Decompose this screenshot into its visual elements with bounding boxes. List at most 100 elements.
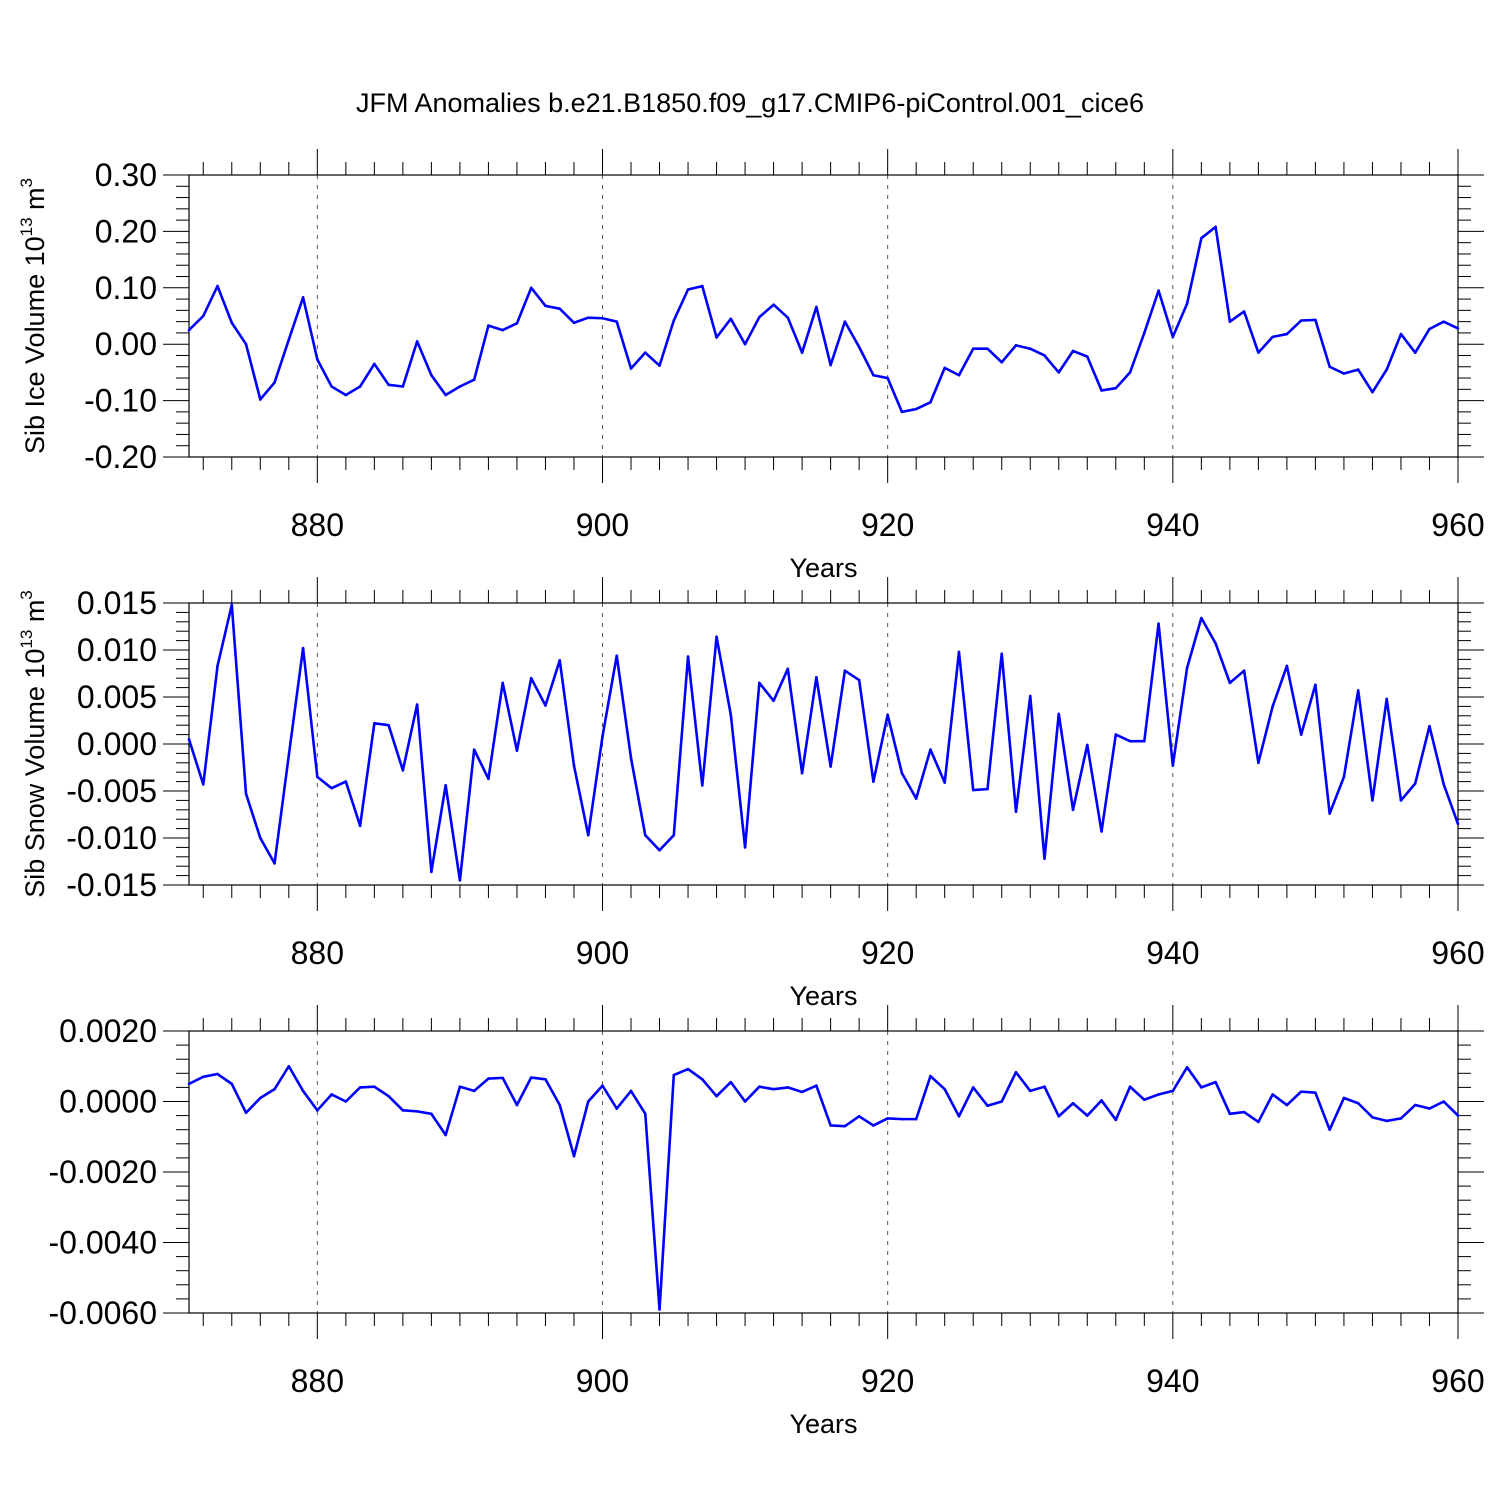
data-point (1299, 319, 1303, 322)
data-point (515, 749, 519, 752)
data-point (1399, 799, 1403, 802)
data-point (1228, 320, 1232, 323)
data-point (1014, 1070, 1018, 1074)
data-point (1185, 666, 1189, 670)
data-point (615, 320, 619, 323)
data-point (458, 1085, 462, 1088)
data-point (815, 1084, 818, 1087)
y-axis-label: Sib Ice Volume 1013 m3 (17, 178, 50, 454)
data-point (1157, 289, 1160, 292)
data-point (815, 305, 818, 309)
data-point (886, 713, 889, 717)
data-point (301, 296, 305, 299)
data-point (330, 385, 333, 388)
data-point (872, 780, 875, 783)
x-tick-label: 940 (1146, 1363, 1199, 1399)
data-point (658, 848, 661, 852)
data-point (786, 1086, 790, 1089)
data-point (501, 681, 504, 685)
data-point (301, 1089, 305, 1093)
data-point (387, 723, 390, 727)
data-point (558, 1103, 562, 1107)
data-point (1271, 335, 1274, 339)
data-point (758, 1085, 761, 1088)
data-point (658, 364, 661, 367)
data-point (971, 347, 975, 351)
data-point (701, 1077, 704, 1081)
data-point (1085, 743, 1089, 747)
data-point (1043, 1085, 1046, 1088)
data-point (244, 342, 248, 346)
data-point (1456, 327, 1460, 330)
panel-sib-snow-volume: 880 900 920 940 960 Years -0.015 -0.010 -0.005 0.… (17, 577, 1485, 1011)
data-point (1128, 1085, 1132, 1088)
data-point (715, 635, 718, 639)
data-point (772, 1087, 775, 1091)
data-point (544, 304, 547, 308)
data-point (187, 1082, 191, 1086)
data-point (201, 314, 205, 318)
data-point (1442, 1100, 1446, 1103)
data-point (857, 1115, 861, 1118)
data-point (187, 328, 191, 332)
data-point (344, 1100, 348, 1103)
data-point (1328, 1128, 1331, 1131)
y-tick-label: -0.20 (84, 439, 157, 475)
data-point (986, 1104, 989, 1108)
data-point (672, 1073, 676, 1077)
data-point (301, 646, 305, 650)
data-point (1057, 371, 1061, 374)
data-point (1285, 664, 1289, 668)
data-point (230, 321, 234, 325)
data-point (886, 376, 889, 380)
data-point (1114, 1118, 1118, 1122)
y-axis-label-unit-exponent: 3 (17, 178, 36, 187)
data-point (729, 713, 733, 717)
data-point (857, 345, 861, 349)
y-tick-label: -0.0040 (48, 1225, 157, 1261)
data-point (187, 738, 191, 741)
data-point (1185, 1066, 1189, 1069)
y-tick-label: 0.010 (77, 632, 157, 668)
data-point (1171, 764, 1175, 767)
data-point (1285, 1103, 1289, 1107)
data-point (1214, 1080, 1217, 1084)
series-line (188, 1064, 1459, 1311)
y-tick-label: 0.0020 (59, 1013, 157, 1049)
data-point (957, 1115, 961, 1118)
data-point (1371, 390, 1374, 394)
y-axis-label-unit: m (20, 187, 50, 217)
data-point (1185, 302, 1189, 305)
data-point (914, 1117, 918, 1121)
data-point (1413, 351, 1417, 354)
chart-title: JFM Anomalies b.e21.B1850.f09_g17.CMIP6-… (356, 88, 1144, 118)
data-point (430, 1112, 433, 1116)
data-point (1456, 1114, 1460, 1117)
data-point (1342, 775, 1346, 779)
data-point (629, 756, 633, 760)
data-point (1143, 739, 1146, 743)
data-point (900, 410, 904, 414)
y-tick-label: -0.010 (66, 820, 157, 856)
data-point (686, 1067, 690, 1071)
data-point (544, 1077, 547, 1081)
data-point (515, 1103, 519, 1107)
data-point (1071, 349, 1075, 353)
data-point (772, 303, 775, 307)
data-point (216, 1072, 219, 1076)
y-tick-label: -0.10 (84, 383, 157, 419)
data-point (330, 786, 333, 790)
data-point (872, 373, 875, 377)
data-point (1257, 1120, 1260, 1124)
data-point (1228, 681, 1232, 685)
data-point (1371, 799, 1374, 802)
y-tick-label: 0.0000 (59, 1084, 157, 1120)
data-point (786, 667, 790, 671)
data-point (772, 699, 775, 703)
data-point (287, 338, 291, 341)
data-point (1242, 310, 1246, 313)
data-point (1271, 1093, 1274, 1096)
data-point (829, 363, 832, 367)
data-point (957, 650, 961, 654)
